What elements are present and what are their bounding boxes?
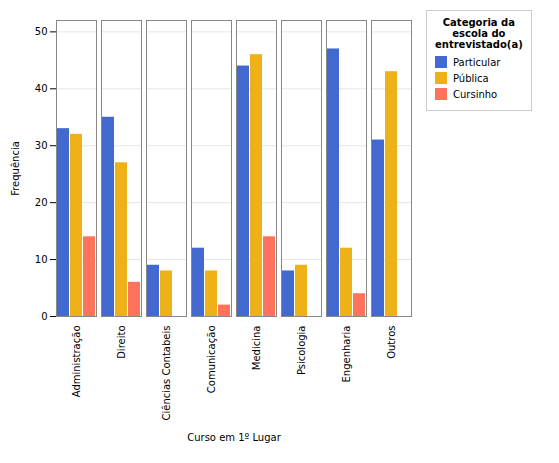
svg-text:40: 40 <box>35 83 48 94</box>
svg-text:0: 0 <box>41 311 47 322</box>
svg-text:Frequência: Frequência <box>10 141 21 196</box>
svg-text:50: 50 <box>35 26 48 37</box>
svg-text:10: 10 <box>35 254 48 265</box>
svg-text:Curso em 1º Lugar: Curso em 1º Lugar <box>187 432 281 443</box>
svg-text:Ciências Contabeis: Ciências Contabeis <box>161 326 172 421</box>
html-text:Cursinho: Cursinho <box>453 88 498 100</box>
svg-text:Engenharia: Engenharia <box>341 326 352 383</box>
svg-text:20: 20 <box>35 197 48 208</box>
html-text:Particular: Particular <box>453 56 501 68</box>
svg-text:Outros: Outros <box>386 326 397 359</box>
svg-text:Psicologia: Psicologia <box>296 326 307 376</box>
svg-text:Comunicação: Comunicação <box>206 326 217 394</box>
html-text:Categoria da escola do entrevi: Categoria da escola do entrevistado(a) <box>435 17 523 50</box>
svg-text:Direito: Direito <box>116 326 127 359</box>
svg-text:Medicina: Medicina <box>251 326 262 371</box>
svg-text:Administração: Administração <box>71 326 82 398</box>
svg-text:30: 30 <box>35 140 48 151</box>
html-text:Pública: Pública <box>453 72 489 84</box>
